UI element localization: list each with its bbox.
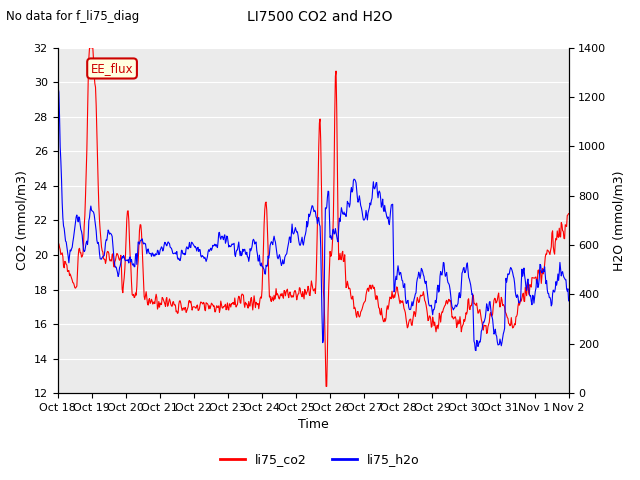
Text: EE_flux: EE_flux xyxy=(91,62,133,75)
Text: LI7500 CO2 and H2O: LI7500 CO2 and H2O xyxy=(247,10,393,24)
Y-axis label: CO2 (mmol/m3): CO2 (mmol/m3) xyxy=(15,170,28,270)
Y-axis label: H2O (mmol/m3): H2O (mmol/m3) xyxy=(612,170,625,271)
Legend: li75_co2, li75_h2o: li75_co2, li75_h2o xyxy=(215,448,425,471)
X-axis label: Time: Time xyxy=(298,419,328,432)
Text: No data for f_li75_diag: No data for f_li75_diag xyxy=(6,10,140,23)
